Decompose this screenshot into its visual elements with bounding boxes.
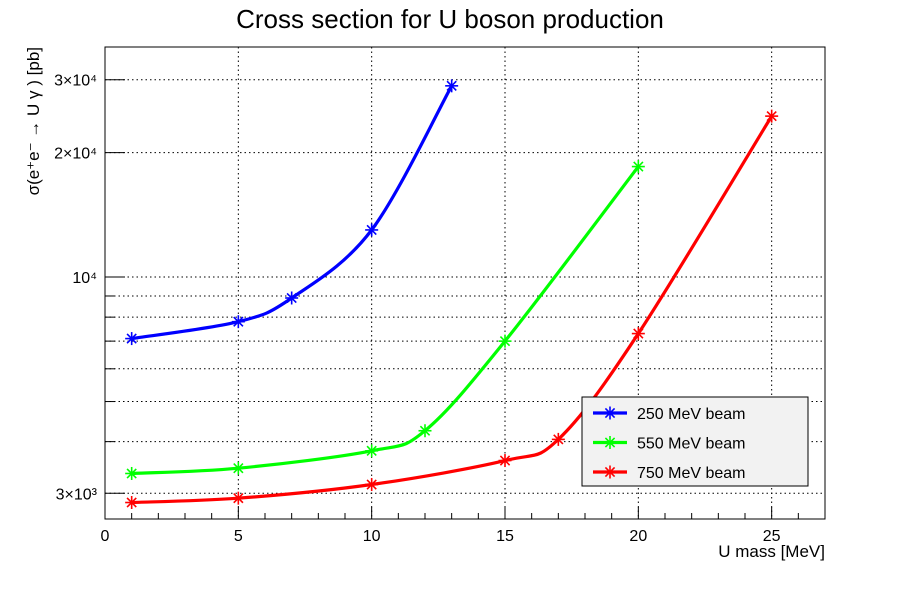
legend-label: 250 MeV beam xyxy=(637,406,746,423)
ticks-layer: 0 5 10 15 20 25 3×10³ 10⁴ 2×10⁴ 3×10⁴ xyxy=(54,73,799,545)
series-line-1 xyxy=(130,165,640,476)
data-point-marker xyxy=(551,432,565,446)
x-tick-label: 0 xyxy=(101,528,110,545)
chart-title: Cross section for U boson production xyxy=(236,4,664,34)
series-line-0 xyxy=(130,84,454,341)
markers-layer xyxy=(125,79,779,510)
data-point-marker xyxy=(231,461,245,475)
legend-label: 750 MeV beam xyxy=(637,465,746,482)
data-point-marker xyxy=(125,496,139,510)
x-tick-label: 5 xyxy=(234,528,243,545)
legend-entries: 250 MeV beam 550 MeV beam 750 MeV beam xyxy=(593,406,746,482)
data-point-marker xyxy=(125,332,139,346)
y-tick-label: 3×10⁴ xyxy=(54,73,97,90)
data-point-marker xyxy=(631,327,645,341)
data-point-marker xyxy=(498,454,512,468)
data-point-marker xyxy=(498,334,512,348)
x-tick-label: 10 xyxy=(363,528,381,545)
y-axis-title: σ(e⁺e⁻ → U γ ) [pb] xyxy=(24,47,43,195)
data-point-marker xyxy=(231,315,245,329)
data-point-marker xyxy=(125,466,139,480)
legend-label: 550 MeV beam xyxy=(637,436,746,453)
plot-frame xyxy=(104,46,826,520)
legend-marker xyxy=(603,465,617,479)
data-point-marker xyxy=(631,160,645,174)
data-point-marker xyxy=(365,223,379,237)
y-tick-label: 2×10⁴ xyxy=(54,146,97,163)
data-point-marker xyxy=(418,424,432,438)
data-point-marker xyxy=(365,444,379,458)
x-axis-title: U mass [MeV] xyxy=(718,542,825,561)
data-point-marker xyxy=(365,478,379,492)
data-point-marker xyxy=(231,491,245,505)
x-tick-label: 15 xyxy=(496,528,514,545)
legend: 250 MeV beam 550 MeV beam 750 MeV beam xyxy=(581,396,809,487)
y-tick-label: 3×10³ xyxy=(56,486,98,503)
data-point-marker xyxy=(285,291,299,305)
legend-marker xyxy=(603,406,617,420)
x-tick-label: 25 xyxy=(763,528,781,545)
legend-marker xyxy=(603,436,617,449)
data-point-marker xyxy=(765,109,779,123)
data-point-marker xyxy=(445,79,459,93)
y-tick-label: 10⁴ xyxy=(72,270,97,287)
x-tick-label: 20 xyxy=(629,528,647,545)
